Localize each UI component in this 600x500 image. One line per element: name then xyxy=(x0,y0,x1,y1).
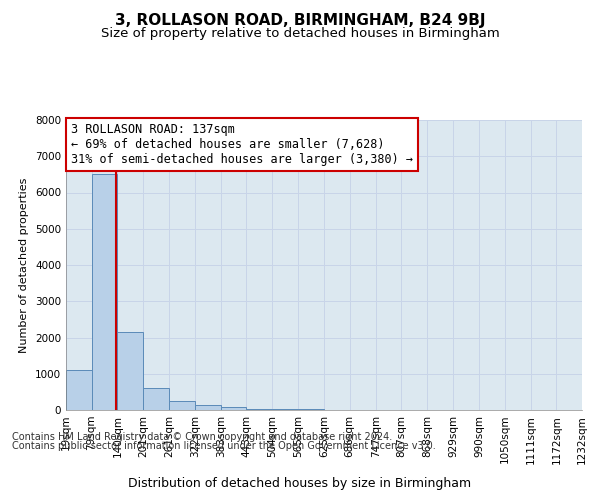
Text: Contains HM Land Registry data © Crown copyright and database right 2024.: Contains HM Land Registry data © Crown c… xyxy=(12,432,392,442)
Bar xyxy=(272,409,298,410)
Text: 3 ROLLASON ROAD: 137sqm
← 69% of detached houses are smaller (7,628)
31% of semi: 3 ROLLASON ROAD: 137sqm ← 69% of detache… xyxy=(71,123,413,166)
Text: 3, ROLLASON ROAD, BIRMINGHAM, B24 9BJ: 3, ROLLASON ROAD, BIRMINGHAM, B24 9BJ xyxy=(115,12,485,28)
Bar xyxy=(92,174,118,410)
Text: Size of property relative to detached houses in Birmingham: Size of property relative to detached ho… xyxy=(101,28,499,40)
Bar xyxy=(66,370,92,410)
Bar xyxy=(247,408,272,410)
Bar xyxy=(221,407,247,410)
Bar xyxy=(143,388,169,410)
Bar xyxy=(118,332,143,410)
Y-axis label: Number of detached properties: Number of detached properties xyxy=(19,178,29,352)
Bar xyxy=(169,401,195,410)
Bar xyxy=(195,406,221,410)
Text: Distribution of detached houses by size in Birmingham: Distribution of detached houses by size … xyxy=(128,477,472,490)
Text: Contains public sector information licensed under the Open Government Licence v3: Contains public sector information licen… xyxy=(12,441,436,451)
